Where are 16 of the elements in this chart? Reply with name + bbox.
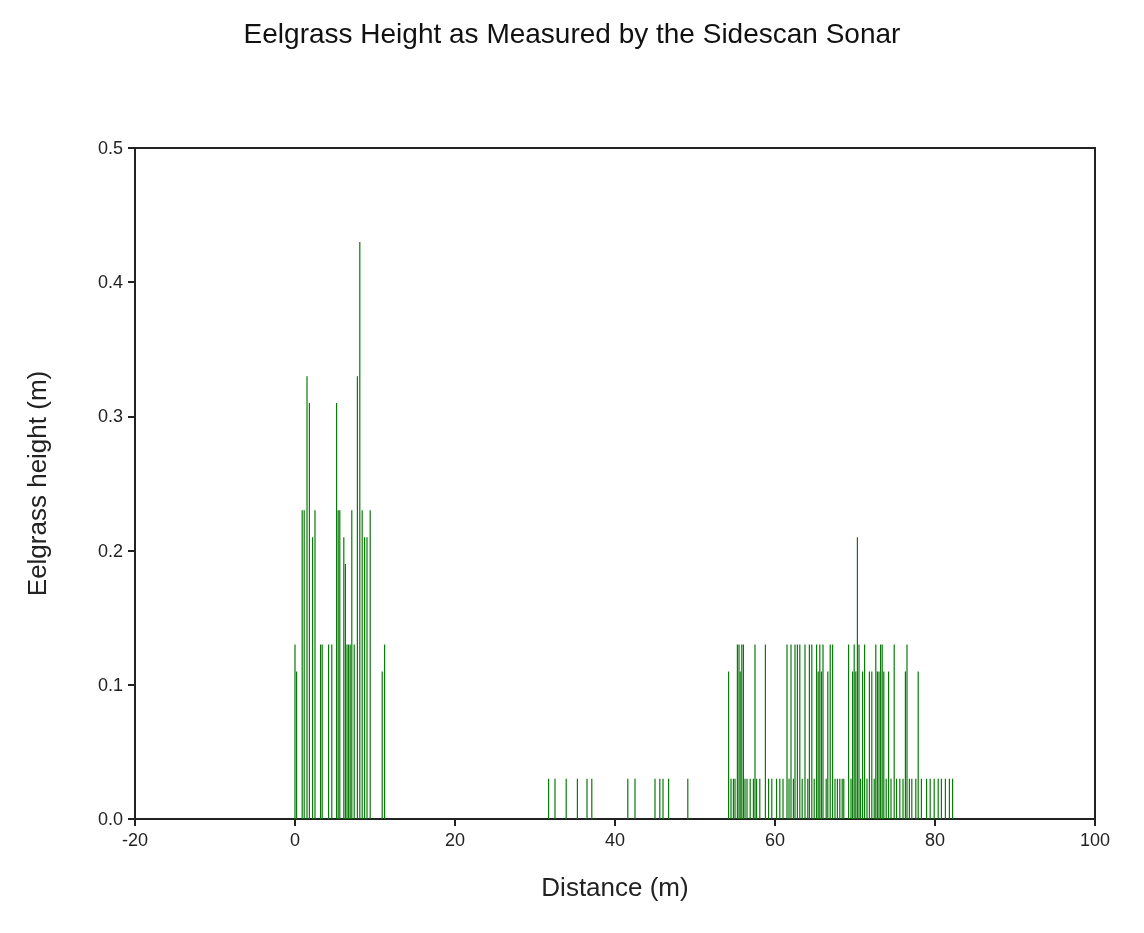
chart-title: Eelgrass Height as Measured by the Sidescan Sonar xyxy=(243,17,901,49)
x-tick-label: 100 xyxy=(1079,830,1111,850)
x-tick-label: -20 xyxy=(121,830,149,850)
y-tick-label: 0.5 xyxy=(97,138,123,158)
y-tick-label: 0.2 xyxy=(97,540,123,561)
x-tick-label: 60 xyxy=(764,830,786,850)
y-tick-label: 0.0 xyxy=(97,809,123,829)
y-tick-label: 0.3 xyxy=(97,406,123,427)
y-axis-title: Eelgrass height (m) xyxy=(22,370,52,597)
x-tick-label: 80 xyxy=(924,830,946,850)
x-tick-label: 20 xyxy=(444,830,466,850)
y-tick-label: 0.4 xyxy=(97,272,123,293)
x-axis-title: Distance (m) xyxy=(541,872,689,902)
x-tick-label: 0 xyxy=(289,830,301,850)
x-tick-label: 40 xyxy=(604,830,626,850)
y-tick-label: 0.1 xyxy=(97,674,123,695)
